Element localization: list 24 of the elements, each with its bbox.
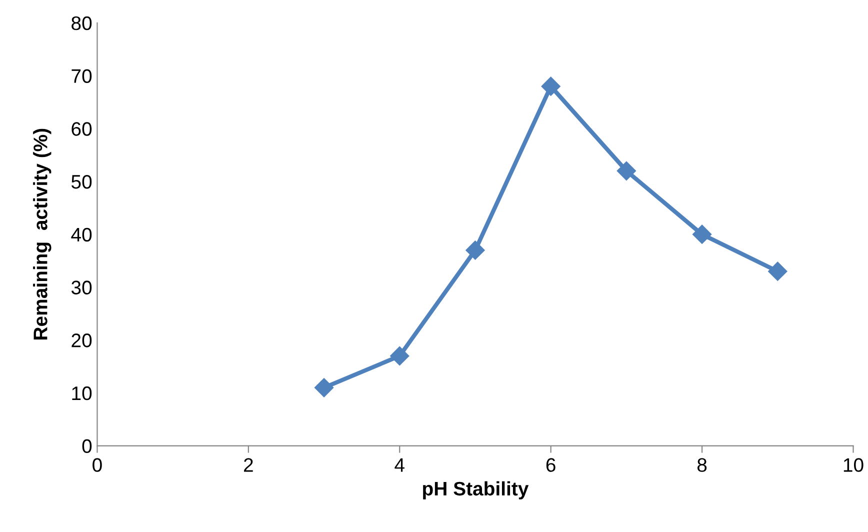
x-tick-label: 0 — [92, 458, 102, 472]
x-tick-label: 2 — [244, 458, 253, 472]
x-tick-label: 10 — [844, 458, 864, 472]
point — [390, 346, 410, 366]
x-tick-label: 8 — [697, 458, 707, 472]
y-axis-title: Remaining activity (%) — [33, 128, 52, 340]
y-tick-label: 80 — [72, 16, 92, 30]
y-tick-label: 0 — [82, 439, 92, 454]
point — [466, 240, 485, 260]
x-tick-label: 4 — [394, 458, 404, 472]
x-tick-label: 6 — [546, 458, 556, 472]
y-tick-label: 60 — [72, 122, 92, 136]
y-tick-label: 20 — [72, 334, 92, 348]
y-tick-label: 70 — [72, 69, 92, 83]
x-axis-title: pH Stability — [423, 481, 529, 500]
point — [768, 262, 788, 281]
point — [541, 76, 560, 96]
y-tick-label: 40 — [71, 228, 92, 242]
y-tick-label: 10 — [72, 386, 92, 400]
y-tick-label: 50 — [72, 174, 92, 189]
point — [314, 378, 334, 398]
point — [616, 161, 636, 180]
point — [692, 224, 712, 244]
y-tick-label: 30 — [71, 280, 92, 294]
